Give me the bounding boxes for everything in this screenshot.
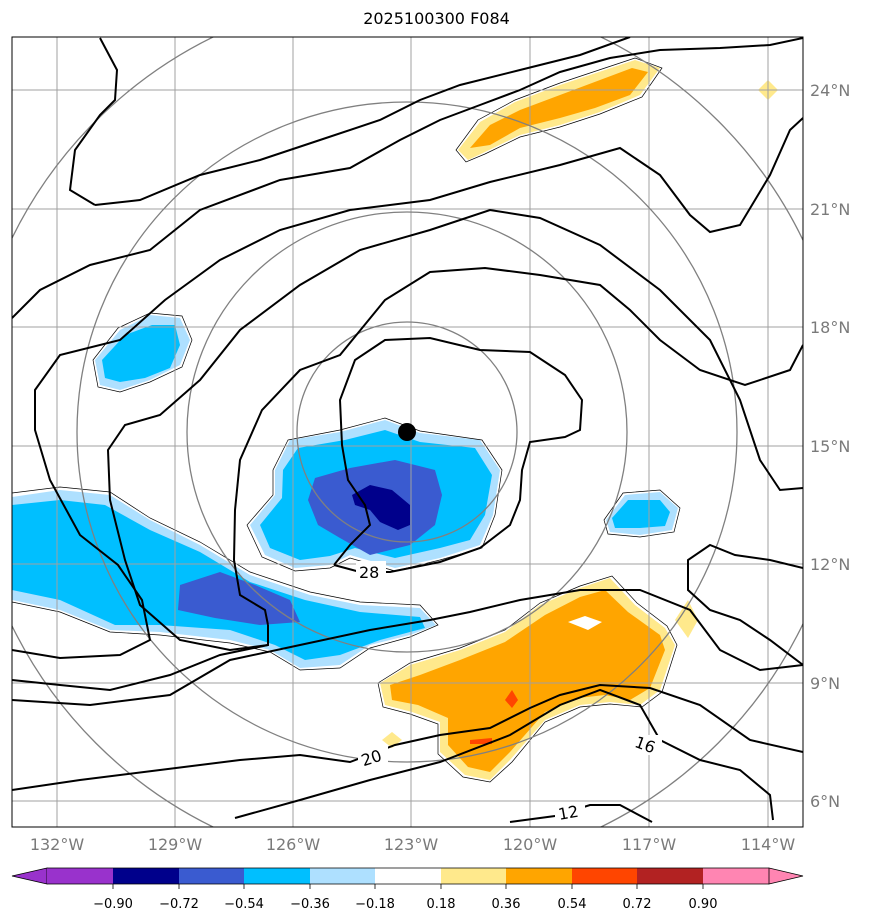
colorbar-label: −0.36 <box>290 897 330 912</box>
contour-outer-1 <box>12 117 803 660</box>
lat-label: 12°N <box>810 555 850 574</box>
positive-anomaly-fields <box>380 60 778 780</box>
lat-label: 18°N <box>810 318 850 337</box>
lon-label: 132°W <box>30 835 85 854</box>
colorbar-segment <box>310 868 375 884</box>
colorbar-segment <box>47 868 113 884</box>
colorbar-segment <box>179 868 244 884</box>
colorbar-label: 0.72 <box>623 897 652 912</box>
colorbar-segment <box>572 868 637 884</box>
lat-label: 9°N <box>810 674 840 693</box>
contour-20b <box>12 683 803 791</box>
longitude-labels: 132°W 129°W 126°W 123°W 120°W 117°W 114°… <box>30 835 796 854</box>
field-west-band-core <box>178 572 300 625</box>
field-east-edge <box>675 600 698 638</box>
colorbar-segment <box>244 868 310 884</box>
range-rings <box>12 37 803 827</box>
field-south-inner <box>390 590 665 772</box>
colorbar-label: −0.54 <box>224 897 264 912</box>
colorbar-extend-low <box>11 867 48 885</box>
colorbar-label: −0.72 <box>159 897 199 912</box>
colorbar-label: 0.36 <box>492 897 521 912</box>
field-central-max <box>352 485 410 530</box>
contour-12 <box>509 804 653 823</box>
contour-16 <box>234 688 774 821</box>
contour-28 <box>333 336 584 573</box>
colorbar-segment <box>637 868 703 884</box>
height-contours <box>12 37 803 823</box>
contour-outer-3 <box>68 37 119 206</box>
lon-label: 123°W <box>384 835 439 854</box>
lon-label: 126°W <box>266 835 321 854</box>
field-south-hole <box>568 616 602 630</box>
contour-inner-3 <box>106 208 803 652</box>
colorbar-segment <box>375 868 441 884</box>
lon-label: 129°W <box>148 835 203 854</box>
colorbar-label: −0.90 <box>93 897 133 912</box>
colorbar-label: 0.54 <box>558 897 587 912</box>
colorbar-segment <box>506 868 572 884</box>
contour-outer-2 <box>12 37 803 319</box>
contour-outer-4 <box>94 37 631 206</box>
colorbar-segment <box>113 868 179 884</box>
colorbar-label: 0.90 <box>689 897 718 912</box>
field-south-spot-a <box>505 690 518 708</box>
map-frame <box>11 36 804 828</box>
colorbar-extend-high <box>768 867 804 885</box>
lat-label: 15°N <box>810 437 850 456</box>
colorbar-segment <box>441 868 506 884</box>
field-north-inner <box>470 68 648 148</box>
lat-label: 24°N <box>810 81 850 100</box>
map-title: 2025100300 F084 <box>363 9 510 28</box>
contour-label-12: 12 <box>557 802 580 824</box>
lat-label: 6°N <box>810 792 840 811</box>
contour-label-28: 28 <box>359 563 379 582</box>
lon-label: 114°W <box>741 835 796 854</box>
colorbar-labels: −0.90 −0.72 −0.54 −0.36 −0.18 0.18 0.36 … <box>93 897 717 912</box>
contour-west-lower <box>12 644 269 692</box>
field-east-blob-inner <box>612 500 670 528</box>
colorbar: −0.90 −0.72 −0.54 −0.36 −0.18 0.18 0.36 … <box>11 867 804 912</box>
contour-20 <box>12 589 803 707</box>
map-area <box>12 37 803 827</box>
contour-inner-2 <box>232 266 803 626</box>
colorbar-label: 0.18 <box>427 897 456 912</box>
lon-label: 120°W <box>503 835 558 854</box>
storm-center-marker <box>398 423 416 441</box>
colorbar-label: −0.18 <box>355 897 395 912</box>
field-south-spot-b <box>470 738 492 744</box>
colorbar-segment <box>703 868 769 884</box>
contour-east <box>687 543 803 666</box>
lon-label: 117°W <box>622 835 677 854</box>
contour-label-bg <box>356 561 662 822</box>
latitude-labels: 24°N 21°N 18°N 15°N 12°N 9°N 6°N <box>810 81 850 811</box>
lat-label: 21°N <box>810 200 850 219</box>
